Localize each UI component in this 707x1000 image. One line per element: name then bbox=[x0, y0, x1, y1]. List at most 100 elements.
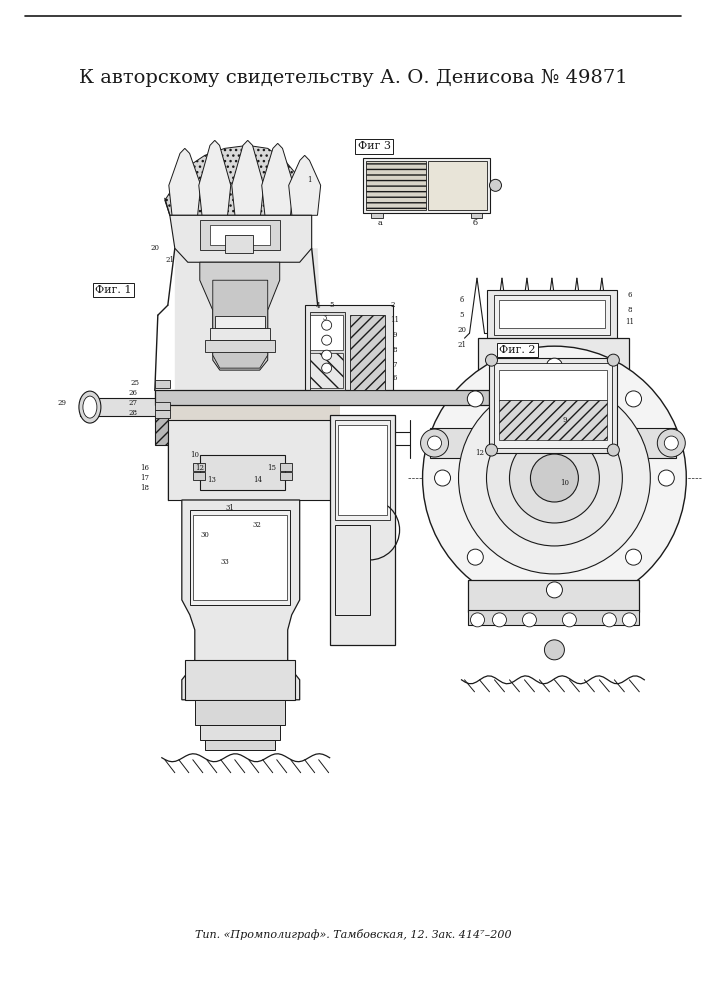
Circle shape bbox=[607, 444, 619, 456]
Text: 21: 21 bbox=[165, 256, 175, 264]
Circle shape bbox=[562, 613, 576, 627]
Circle shape bbox=[658, 470, 674, 486]
Circle shape bbox=[428, 436, 442, 450]
Bar bbox=[626, 428, 677, 458]
Bar bbox=[489, 358, 617, 453]
Text: 20: 20 bbox=[151, 244, 159, 252]
Bar bbox=[155, 410, 170, 418]
Text: Фиг. 1: Фиг. 1 bbox=[95, 285, 132, 295]
Bar bbox=[168, 420, 339, 500]
Bar bbox=[310, 312, 344, 390]
Polygon shape bbox=[213, 280, 268, 368]
Bar bbox=[430, 428, 479, 458]
Bar bbox=[329, 415, 395, 645]
Bar bbox=[80, 398, 158, 416]
Polygon shape bbox=[262, 143, 293, 215]
Circle shape bbox=[622, 613, 636, 627]
Text: 7: 7 bbox=[392, 361, 397, 369]
Bar bbox=[370, 213, 382, 218]
Circle shape bbox=[322, 335, 332, 345]
Text: 6: 6 bbox=[627, 291, 631, 299]
Circle shape bbox=[423, 346, 686, 610]
Bar bbox=[310, 353, 343, 388]
Text: 11: 11 bbox=[625, 318, 634, 326]
Text: 3: 3 bbox=[322, 314, 327, 322]
Bar bbox=[189, 510, 290, 605]
Circle shape bbox=[510, 433, 600, 523]
Bar bbox=[155, 390, 489, 405]
Polygon shape bbox=[200, 262, 280, 370]
Text: 4: 4 bbox=[315, 302, 320, 310]
Circle shape bbox=[530, 454, 578, 502]
Polygon shape bbox=[182, 500, 300, 700]
Circle shape bbox=[471, 613, 484, 627]
Bar bbox=[477, 338, 629, 498]
Bar bbox=[225, 235, 252, 253]
Circle shape bbox=[227, 532, 243, 548]
Circle shape bbox=[658, 429, 685, 457]
Bar bbox=[467, 580, 639, 612]
Bar bbox=[494, 295, 610, 335]
Circle shape bbox=[486, 354, 498, 366]
Text: 9: 9 bbox=[562, 416, 567, 424]
Bar bbox=[200, 220, 280, 250]
Bar bbox=[499, 400, 607, 440]
Text: 8: 8 bbox=[392, 346, 397, 354]
Polygon shape bbox=[199, 140, 230, 215]
Text: 12: 12 bbox=[475, 449, 484, 457]
Circle shape bbox=[467, 391, 484, 407]
Text: 14: 14 bbox=[253, 476, 262, 484]
Bar bbox=[195, 700, 285, 725]
Text: 33: 33 bbox=[221, 558, 229, 566]
Bar bbox=[471, 213, 482, 218]
Circle shape bbox=[322, 320, 332, 330]
Text: 17: 17 bbox=[141, 474, 149, 482]
Bar bbox=[155, 390, 339, 445]
Text: 32: 32 bbox=[252, 521, 261, 529]
Circle shape bbox=[607, 354, 619, 366]
Bar bbox=[467, 610, 639, 625]
Circle shape bbox=[459, 382, 650, 574]
Bar bbox=[193, 463, 205, 471]
Text: 15: 15 bbox=[267, 464, 276, 472]
Bar bbox=[205, 740, 275, 750]
Text: 8: 8 bbox=[627, 306, 631, 314]
Circle shape bbox=[493, 613, 506, 627]
Bar bbox=[310, 315, 343, 350]
Polygon shape bbox=[165, 145, 310, 215]
Circle shape bbox=[547, 582, 562, 598]
Circle shape bbox=[486, 444, 498, 456]
Bar bbox=[185, 660, 295, 700]
Bar bbox=[193, 472, 205, 480]
Text: 30: 30 bbox=[200, 531, 209, 539]
Bar bbox=[494, 363, 612, 448]
Bar bbox=[338, 425, 387, 515]
Bar bbox=[350, 315, 385, 390]
Text: 18: 18 bbox=[141, 484, 149, 492]
Bar bbox=[155, 402, 170, 410]
Circle shape bbox=[322, 363, 332, 373]
Text: 5: 5 bbox=[460, 311, 464, 319]
Bar bbox=[366, 161, 426, 210]
Bar bbox=[363, 158, 491, 213]
Text: Тип. «Промполиграф». Тамбовская, 12. Зак. 414⁷–200: Тип. «Промполиграф». Тамбовская, 12. Зак… bbox=[195, 929, 512, 940]
Circle shape bbox=[544, 640, 564, 660]
Text: 29: 29 bbox=[57, 399, 66, 407]
Bar bbox=[155, 390, 489, 405]
Text: 28: 28 bbox=[129, 409, 137, 417]
Bar bbox=[280, 463, 292, 471]
Text: 5: 5 bbox=[329, 301, 334, 309]
Text: 11: 11 bbox=[390, 316, 399, 324]
Polygon shape bbox=[288, 155, 321, 215]
Circle shape bbox=[486, 410, 622, 546]
Text: 21: 21 bbox=[457, 341, 466, 349]
Bar bbox=[280, 472, 292, 480]
Text: Фиг. 2: Фиг. 2 bbox=[499, 345, 536, 355]
Text: 27: 27 bbox=[129, 399, 137, 407]
Bar bbox=[193, 515, 287, 600]
Text: б: б bbox=[460, 296, 464, 304]
Bar bbox=[428, 161, 488, 210]
Circle shape bbox=[322, 350, 332, 360]
Bar bbox=[210, 328, 269, 340]
Text: 20: 20 bbox=[457, 326, 466, 334]
